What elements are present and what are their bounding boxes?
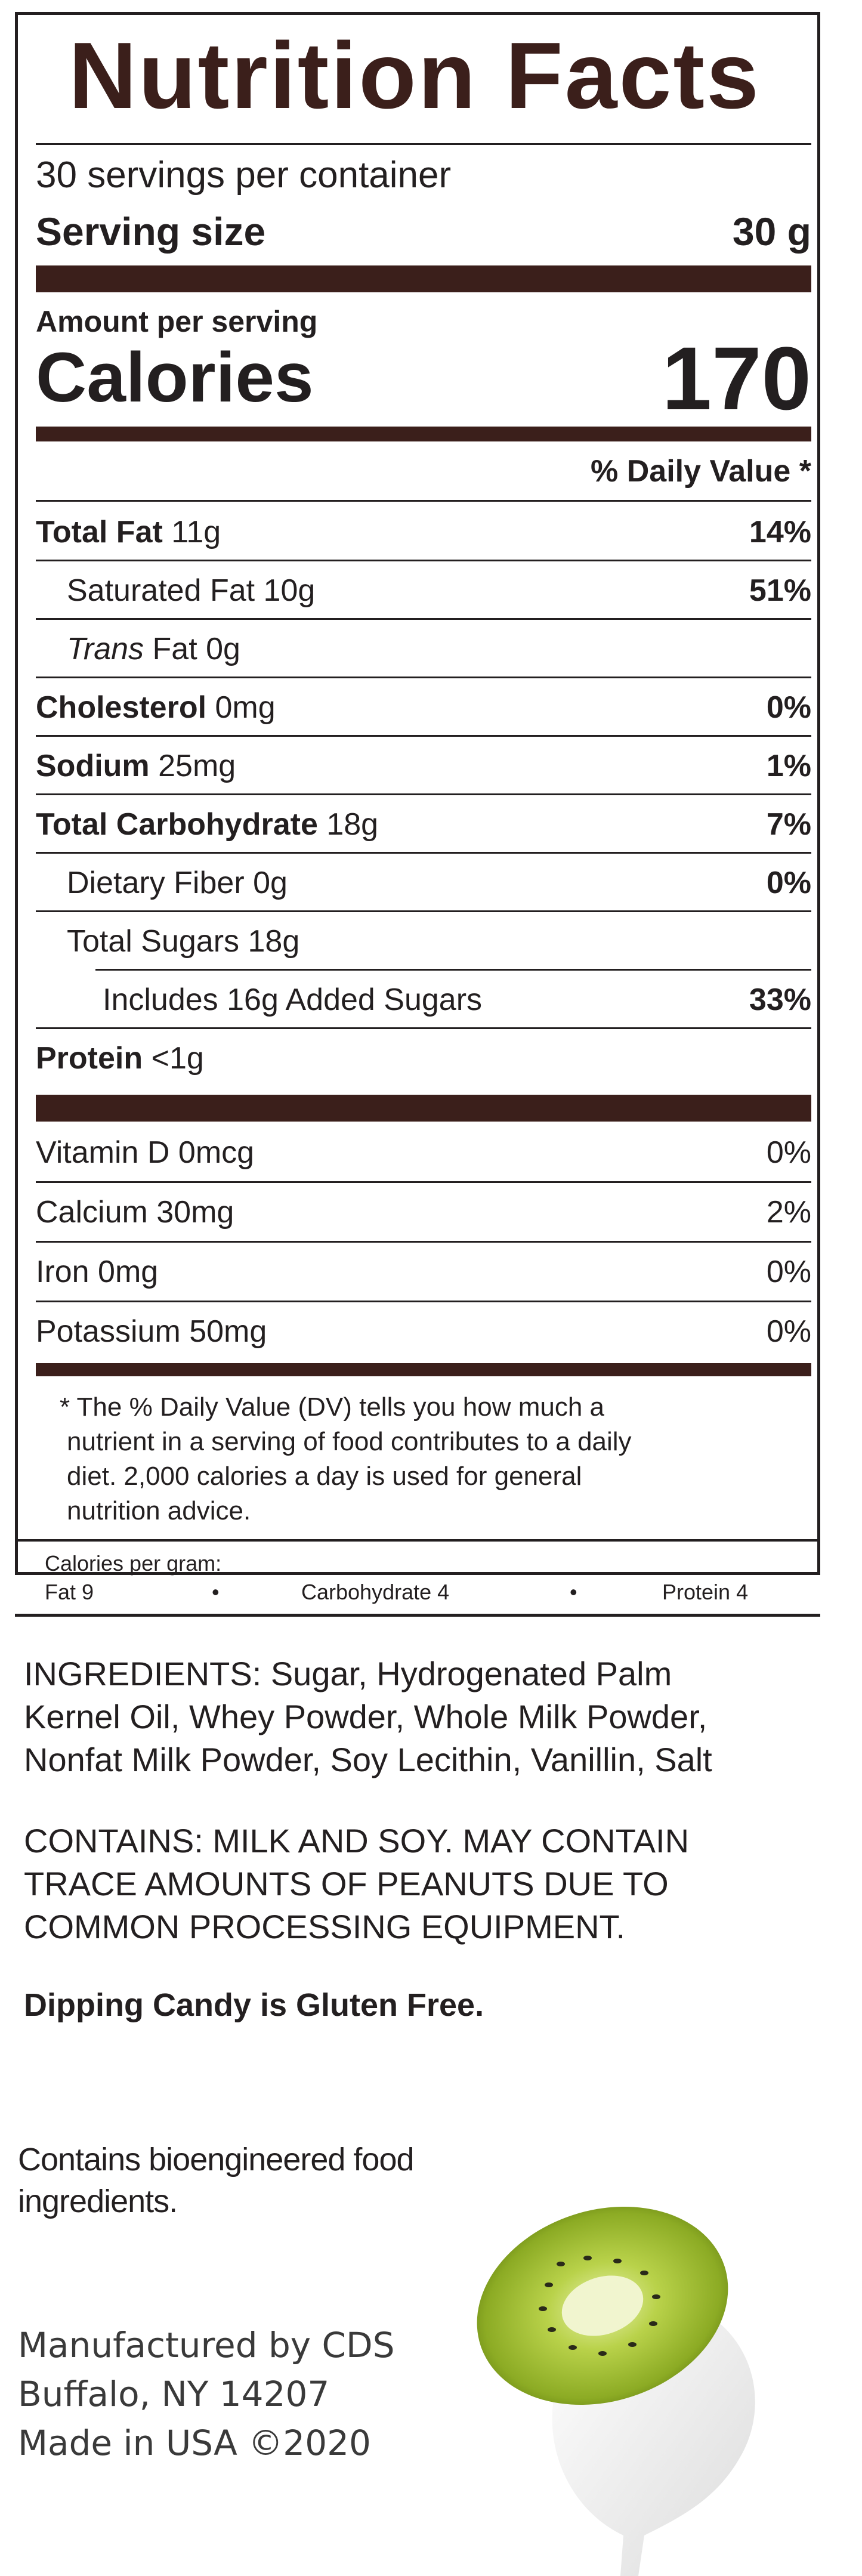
calories-per-gram-protein: Protein 4 [662,1580,749,1604]
calcium-dv: 2% [766,1195,811,1230]
amount-per-serving: Amount per serving [36,305,318,338]
thick-divider [36,265,811,292]
vitamin-row-iron: Iron 0mg [36,1255,159,1289]
nutrient-row-dietary-fiber: Dietary Fiber 0g [67,866,288,900]
cholesterol-dv: 0% [766,690,811,725]
calories-per-gram-label: Calories per gram: [45,1551,222,1576]
ingredients-line: INGREDIENTS: Sugar, Hydrogenated Palm [24,1655,672,1692]
added-sugars-dv: 33% [749,983,811,1017]
divider [36,143,811,145]
calories-per-gram-fat: Fat 9 [45,1580,94,1604]
serving-size-label: Serving size [36,209,266,254]
total-fat-dv: 14% [749,515,811,549]
nutrient-row-saturated-fat: Saturated Fat 10g [67,573,316,608]
saturated-fat-dv: 51% [749,573,811,608]
nutrition-facts-title: Nutrition Facts [69,23,761,128]
iron-dv: 0% [766,1255,811,1289]
divider [36,735,811,737]
medium-divider [36,427,811,441]
gluten-free-statement: Dipping Candy is Gluten Free. [24,1987,484,2023]
ingredients-line: Nonfat Milk Powder, Soy Lecithin, Vanill… [24,1741,712,1778]
divider [36,910,811,912]
manufacturer-line: Buffalo, NY 14207 [18,2374,330,2414]
panel-bottom-border [15,1614,820,1617]
total-carbohydrate-dv: 7% [766,807,811,842]
potassium-dv: 0% [766,1314,811,1349]
medium-divider [36,1363,811,1376]
vitamin-row-potassium: Potassium 50mg [36,1314,267,1349]
divider [36,1027,811,1029]
manufacturer-line: Made in USA ©2020 [18,2423,371,2463]
footnote-line: nutrition advice. [67,1496,251,1525]
nutrient-row-total-sugars: Total Sugars 18g [67,924,300,959]
serving-size-value: 30 g [732,209,811,254]
kiwi-seeds [539,2256,660,2356]
calories-label: Calories [36,338,314,417]
daily-value-header: % Daily Value * [591,454,811,489]
footnote-line: * The % Daily Value (DV) tells you how m… [60,1392,604,1422]
footnote-line: nutrient in a serving of food contribute… [67,1427,632,1456]
footnote-line: diet. 2,000 calories a day is used for g… [67,1462,582,1491]
bullet-separator: • [570,1580,577,1604]
divider [36,1241,811,1243]
nutrient-row-added-sugars: Includes 16g Added Sugars [103,983,483,1017]
nutrition-facts-panel [15,12,820,1575]
divider [36,560,811,561]
nutrient-row-cholesterol: Cholesterol 0mg [36,690,276,725]
bioengineered-line: ingredients. [18,2183,178,2219]
allergen-line: TRACE AMOUNTS OF PEANUTS DUE TO [24,1865,669,1902]
divider [36,852,811,854]
dietary-fiber-dv: 0% [766,866,811,900]
nutrient-row-sodium: Sodium 25mg [36,749,236,783]
divider [95,969,811,971]
vitamin-d-dv: 0% [766,1135,811,1170]
kiwi-dipped-candy-image [477,2206,755,2576]
bioengineered-line: Contains bioengineered food [18,2142,415,2177]
thick-divider [36,1095,811,1122]
nutrient-row-total-fat: Total Fat 11g [36,515,221,549]
divider [36,793,811,795]
nutrient-row-protein: Protein <1g [36,1041,204,1076]
kiwi-core-shape [561,2275,644,2336]
divider [36,1301,811,1302]
servings-per-container: 30 servings per container [36,155,452,196]
calories-value: 170 [662,328,811,428]
nutrient-row-total-carbohydrate: Total Carbohydrate 18g [36,807,379,842]
bullet-separator: • [212,1580,220,1604]
nutrient-row-trans-fat: Trans Fat 0g [67,632,240,666]
divider [36,1181,811,1183]
divider [18,1539,817,1542]
divider [36,618,811,620]
divider [36,500,811,502]
vitamin-row-vitamin-d: Vitamin D 0mcg [36,1135,255,1170]
manufacturer-line: Manufactured by CDS [18,2325,395,2365]
allergen-line: COMMON PROCESSING EQUIPMENT. [24,1908,626,1945]
calories-per-gram-carb: Carbohydrate 4 [301,1580,450,1604]
sodium-dv: 1% [766,749,811,783]
allergen-line: CONTAINS: MILK AND SOY. MAY CONTAIN [24,1822,690,1860]
ingredients-line: Kernel Oil, Whey Powder, Whole Milk Powd… [24,1698,707,1735]
divider [36,677,811,678]
vitamin-row-calcium: Calcium 30mg [36,1195,234,1230]
